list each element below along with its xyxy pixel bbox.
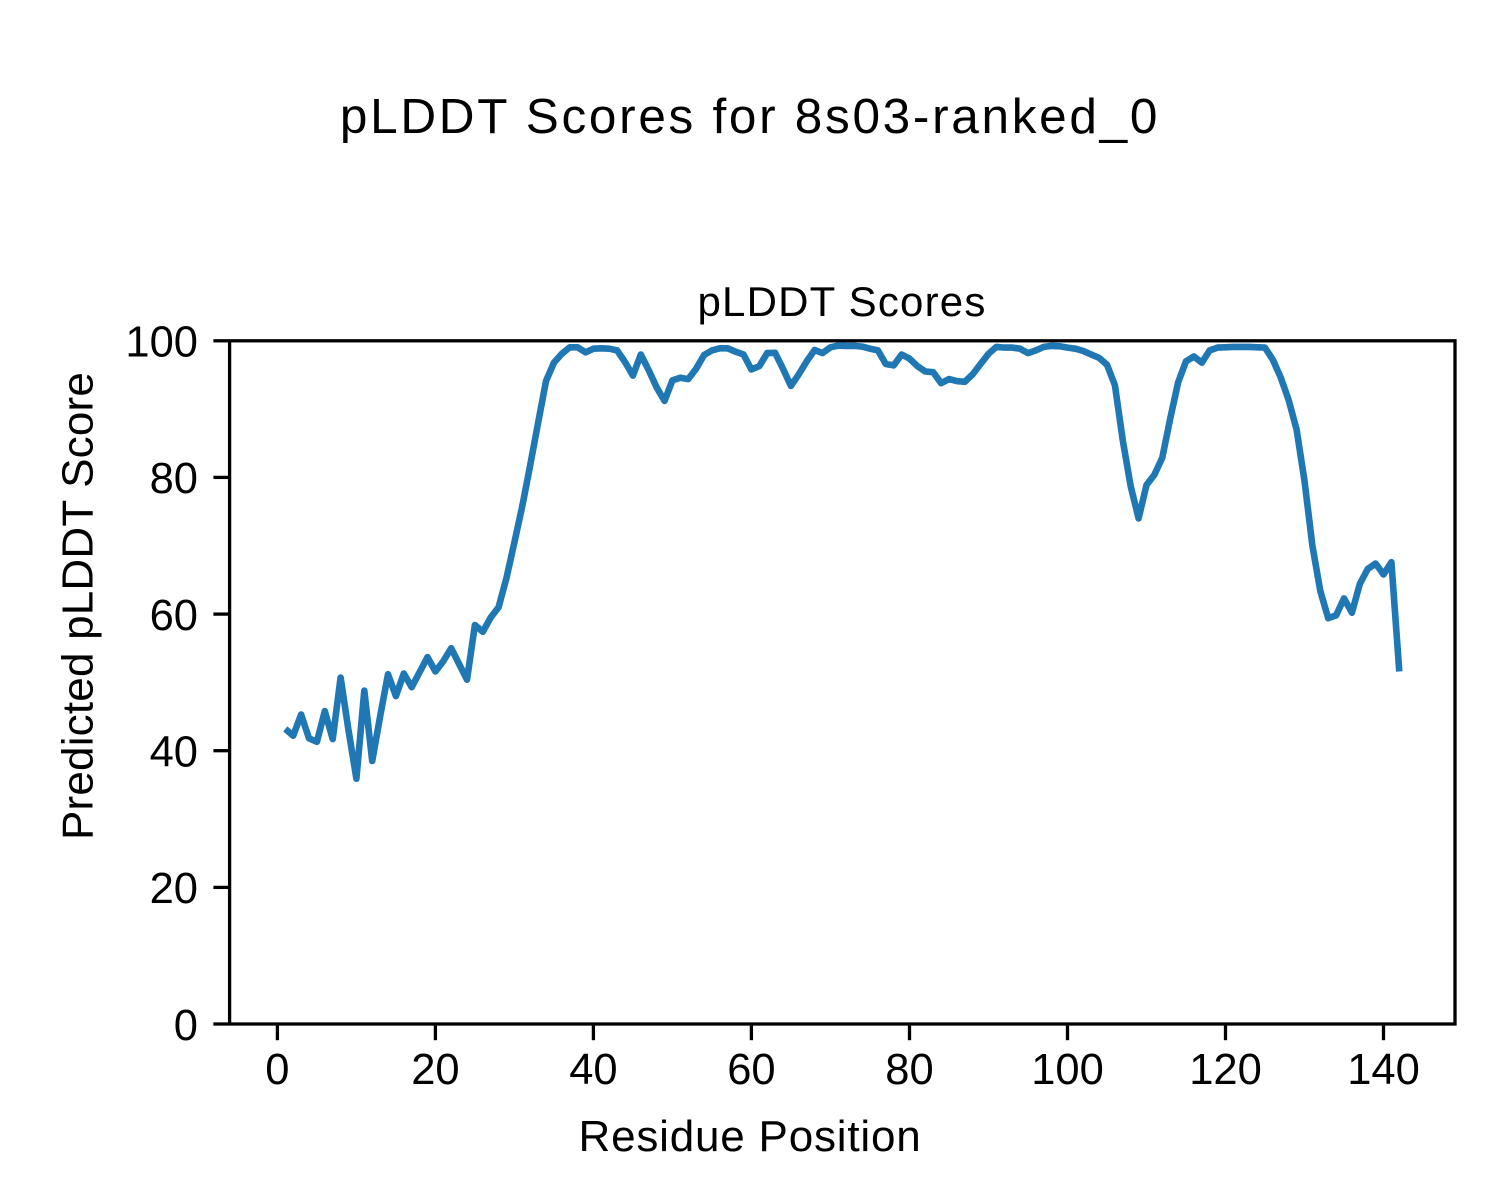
svg-text:100: 100 (125, 319, 198, 367)
svg-text:60: 60 (727, 1046, 775, 1094)
svg-text:20: 20 (411, 1046, 459, 1094)
svg-text:pLDDT Scores for 8s03-ranked_0: pLDDT Scores for 8s03-ranked_0 (340, 89, 1160, 144)
svg-text:0: 0 (174, 1002, 198, 1050)
svg-text:40: 40 (569, 1046, 617, 1094)
svg-text:80: 80 (150, 455, 198, 503)
svg-text:80: 80 (885, 1046, 933, 1094)
svg-text:40: 40 (150, 729, 198, 777)
svg-text:0: 0 (265, 1046, 289, 1094)
svg-text:Predicted pLDDT Score: Predicted pLDDT Score (54, 372, 103, 840)
svg-text:60: 60 (150, 592, 198, 640)
svg-text:20: 20 (150, 865, 198, 913)
svg-text:100: 100 (1031, 1046, 1104, 1094)
svg-text:Residue Position: Residue Position (579, 1112, 922, 1161)
svg-text:140: 140 (1347, 1046, 1420, 1094)
svg-text:120: 120 (1189, 1046, 1262, 1094)
svg-text:pLDDT Scores: pLDDT Scores (697, 278, 986, 325)
